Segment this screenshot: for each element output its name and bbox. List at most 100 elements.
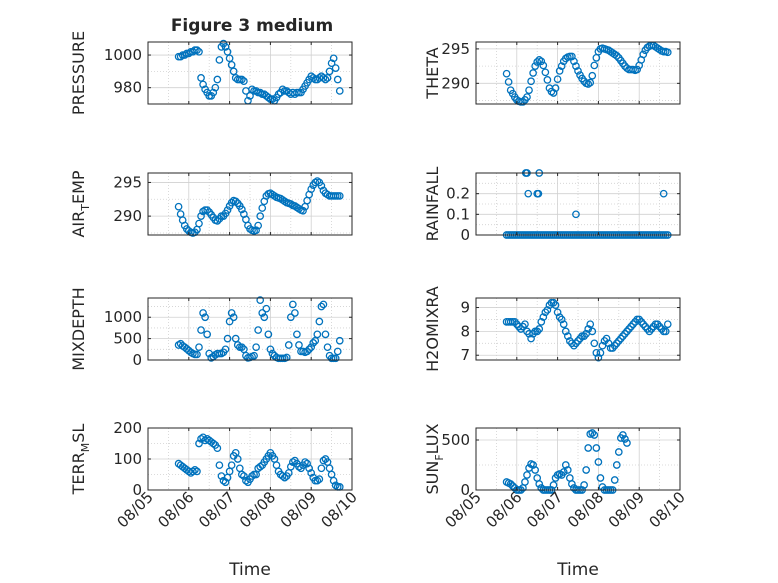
data-point [527,77,535,86]
data-point [233,455,242,463]
y-tick-label: 8 [460,322,470,340]
data-point [541,68,550,77]
data-point [527,334,535,343]
data-point [272,461,281,470]
data-point [580,481,588,489]
data-point [590,339,599,348]
data-point [333,75,342,84]
data-point [246,91,254,100]
data-point [256,88,265,97]
data-point [197,326,205,334]
data-point [280,473,289,482]
data-point [195,343,203,352]
data-point [508,482,517,490]
y-tick-label: 200 [113,419,142,437]
data-point [197,74,205,82]
y-axis-label: AIRTEMP [69,170,92,237]
data-point [309,339,318,347]
x-tick-label: 08/07 [523,488,566,531]
y-axis-label: MIXDEPTH [69,287,88,370]
y-tick-label: 295 [441,40,470,58]
data-point [203,330,212,339]
data-point [570,57,578,66]
x-tick-label: 08/06 [482,488,525,531]
data-point [317,181,326,190]
x-tick-label: 08/10 [318,488,361,531]
y-axis-label: H2OMIXRA [423,286,442,372]
data-point [588,71,597,80]
panel-mixdepth: 0 500 1000 MIXDEPTH [69,287,353,371]
data-point [621,435,629,443]
y-tick-label: 1000 [104,46,142,64]
data-point [588,327,597,336]
data-point [563,466,572,474]
axes-box [475,297,681,361]
data-point [663,48,672,57]
y-tick-label: 980 [113,79,142,97]
data-point [191,465,199,474]
data-point [286,462,295,471]
x-tick-label: 08/07 [195,488,238,531]
data-point [568,480,576,488]
data-point [582,466,591,474]
figure-title: Figure 3 medium [171,16,333,36]
data-point [553,308,562,317]
axes-box [475,427,681,491]
data-point [506,480,515,488]
data-point [551,84,560,93]
data-point [325,67,334,76]
data-point [268,95,277,103]
data-point [612,51,621,60]
data-point [231,197,240,206]
panel-air: 290 295 AIRTEMP [69,170,353,238]
data-point [543,76,552,84]
data-point [584,325,593,333]
x-tick-label: 08/06 [154,488,197,531]
data-point [225,54,234,63]
data-point [661,327,670,336]
data-point [592,444,601,452]
data-point [659,189,668,198]
data-point [612,461,621,469]
data-point [237,205,246,214]
data-point [557,62,566,70]
data-point [549,89,558,97]
data-point [327,59,336,68]
data-point [195,219,203,228]
data-point [305,345,314,354]
data-point [586,320,595,329]
data-point [305,464,314,473]
data-point [262,304,271,313]
data-point [221,43,230,51]
data-point [274,90,283,99]
data-point [537,317,546,326]
data-point [221,345,230,354]
data-point [223,206,232,214]
data-point [258,204,267,212]
data-point [315,317,324,326]
y-tick-label: 7 [460,346,470,364]
data-point [256,296,265,304]
data-point [559,468,568,476]
data-point [335,192,344,200]
data-point [176,52,185,61]
y-tick-label: 295 [113,173,142,191]
data-point [315,475,324,483]
y-tick-label: 0.2 [446,185,470,203]
y-tick-label: 0.1 [446,205,470,223]
data-point [213,216,222,225]
data-point [317,464,326,473]
data-point [586,78,595,87]
data-point [209,88,218,97]
data-point [590,431,599,439]
data-point [596,474,605,482]
data-point [215,461,224,470]
data-point [614,448,623,456]
data-point [184,49,193,58]
data-point [252,87,260,95]
data-point [286,313,295,322]
data-point [235,464,244,473]
